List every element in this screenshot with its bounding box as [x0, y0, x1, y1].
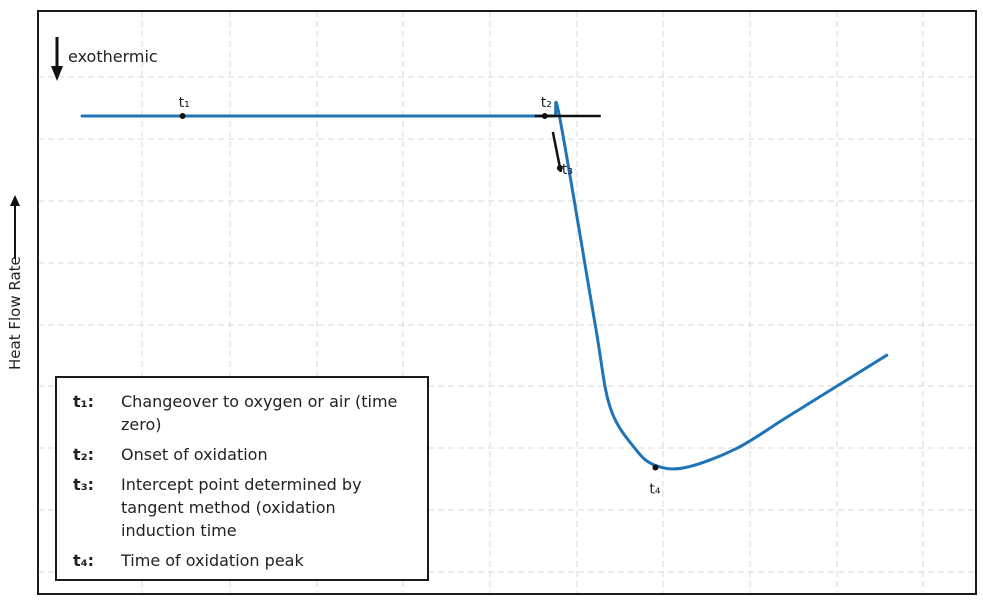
event-marker-t3	[556, 165, 563, 171]
event-label-t1: t₁	[179, 95, 190, 111]
legend-text-t1: Changeover to oxygen or air (time zero)	[121, 392, 398, 434]
event-markers	[179, 113, 659, 471]
exothermic-annotation: exothermic	[51, 37, 158, 81]
legend-key-t3: t₃:	[73, 475, 95, 494]
event-label-t4: t₄	[649, 482, 660, 498]
plot-frame	[37, 10, 977, 595]
event-marker-t1	[179, 113, 186, 119]
exothermic-label: exothermic	[68, 47, 158, 66]
legend-text-t3: Intercept point determined by tangent me…	[121, 475, 362, 540]
heat-flow-curve	[80, 100, 889, 471]
legend-key-t4: t₄:	[73, 551, 95, 570]
event-label-t3: t₃	[562, 162, 573, 178]
legend-item-t3: t₃: Intercept point determined by tangen…	[73, 473, 413, 542]
event-label-t2: t₂	[541, 95, 552, 111]
legend-text-t4: Time of oxidation peak	[121, 551, 304, 570]
event-marker-t4	[652, 464, 659, 471]
event-marker-t2	[541, 113, 548, 119]
legend-item-t1: t₁: Changeover to oxygen or air (time ze…	[73, 390, 413, 436]
y-axis-label: Heat Flow Rate	[6, 256, 24, 370]
legend-text-t2: Onset of oxidation	[121, 445, 268, 464]
legend-key-t1: t₁:	[73, 392, 95, 411]
y-axis-arrow-head	[10, 195, 20, 206]
exothermic-arrow-head	[51, 66, 63, 81]
event-labels: t₁ t₂ t₃ t₄	[179, 95, 661, 498]
legend-box: t₁: Changeover to oxygen or air (time ze…	[55, 376, 429, 581]
legend-key-t2: t₂:	[73, 445, 95, 464]
legend-item-t4: t₄: Time of oxidation peak	[73, 549, 413, 572]
y-axis-label-group: Heat Flow Rate	[6, 195, 24, 370]
legend-item-t2: t₂: Onset of oxidation	[73, 443, 413, 466]
